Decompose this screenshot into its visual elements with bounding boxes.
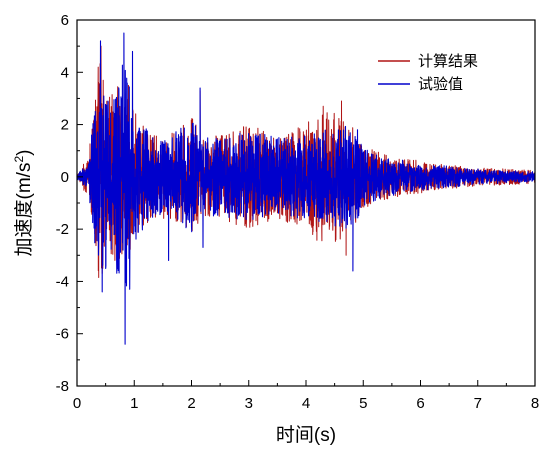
x-tick-label: 1: [130, 395, 138, 412]
y-axis-title-superscript: 2: [12, 156, 26, 163]
y-axis-title-close: ): [14, 150, 35, 156]
y-tick-label: 4: [61, 64, 69, 81]
x-axis-title: 时间(s): [276, 424, 336, 446]
x-tick-label: 7: [474, 395, 482, 412]
y-tick-label: -8: [56, 378, 69, 395]
y-tick-label: 0: [61, 169, 69, 186]
x-tick-label: 2: [187, 395, 195, 412]
y-tick-label: -2: [56, 221, 69, 238]
y-tick-label: 2: [61, 117, 69, 134]
y-tick-label: 6: [61, 12, 69, 29]
x-tick-label: 4: [302, 395, 310, 412]
y-axis-title: 加速度(m/s2): [12, 150, 35, 257]
label-layer: 0 1 2 3 4 5 6 7 8 6 4 2 0 -2 -4 -6 -8: [56, 12, 540, 412]
x-tick-label: 8: [531, 395, 539, 412]
tick-layer: [76, 19, 536, 387]
x-tick-label: 6: [416, 395, 424, 412]
legend: 计算结果 试验值: [378, 52, 478, 93]
x-tick-label: 3: [245, 395, 253, 412]
legend-label-calculated: 计算结果: [418, 52, 478, 70]
series-line-experimental: [76, 32, 536, 345]
y-axis-title-main: 加速度(m/s: [13, 163, 35, 257]
legend-label-experimental: 试验值: [418, 76, 463, 93]
y-tick-label: -4: [56, 273, 69, 290]
series-layer: [76, 32, 536, 345]
y-tick-label: -6: [56, 326, 69, 343]
x-tick-label: 0: [73, 395, 81, 412]
x-tick-label: 5: [359, 395, 367, 412]
